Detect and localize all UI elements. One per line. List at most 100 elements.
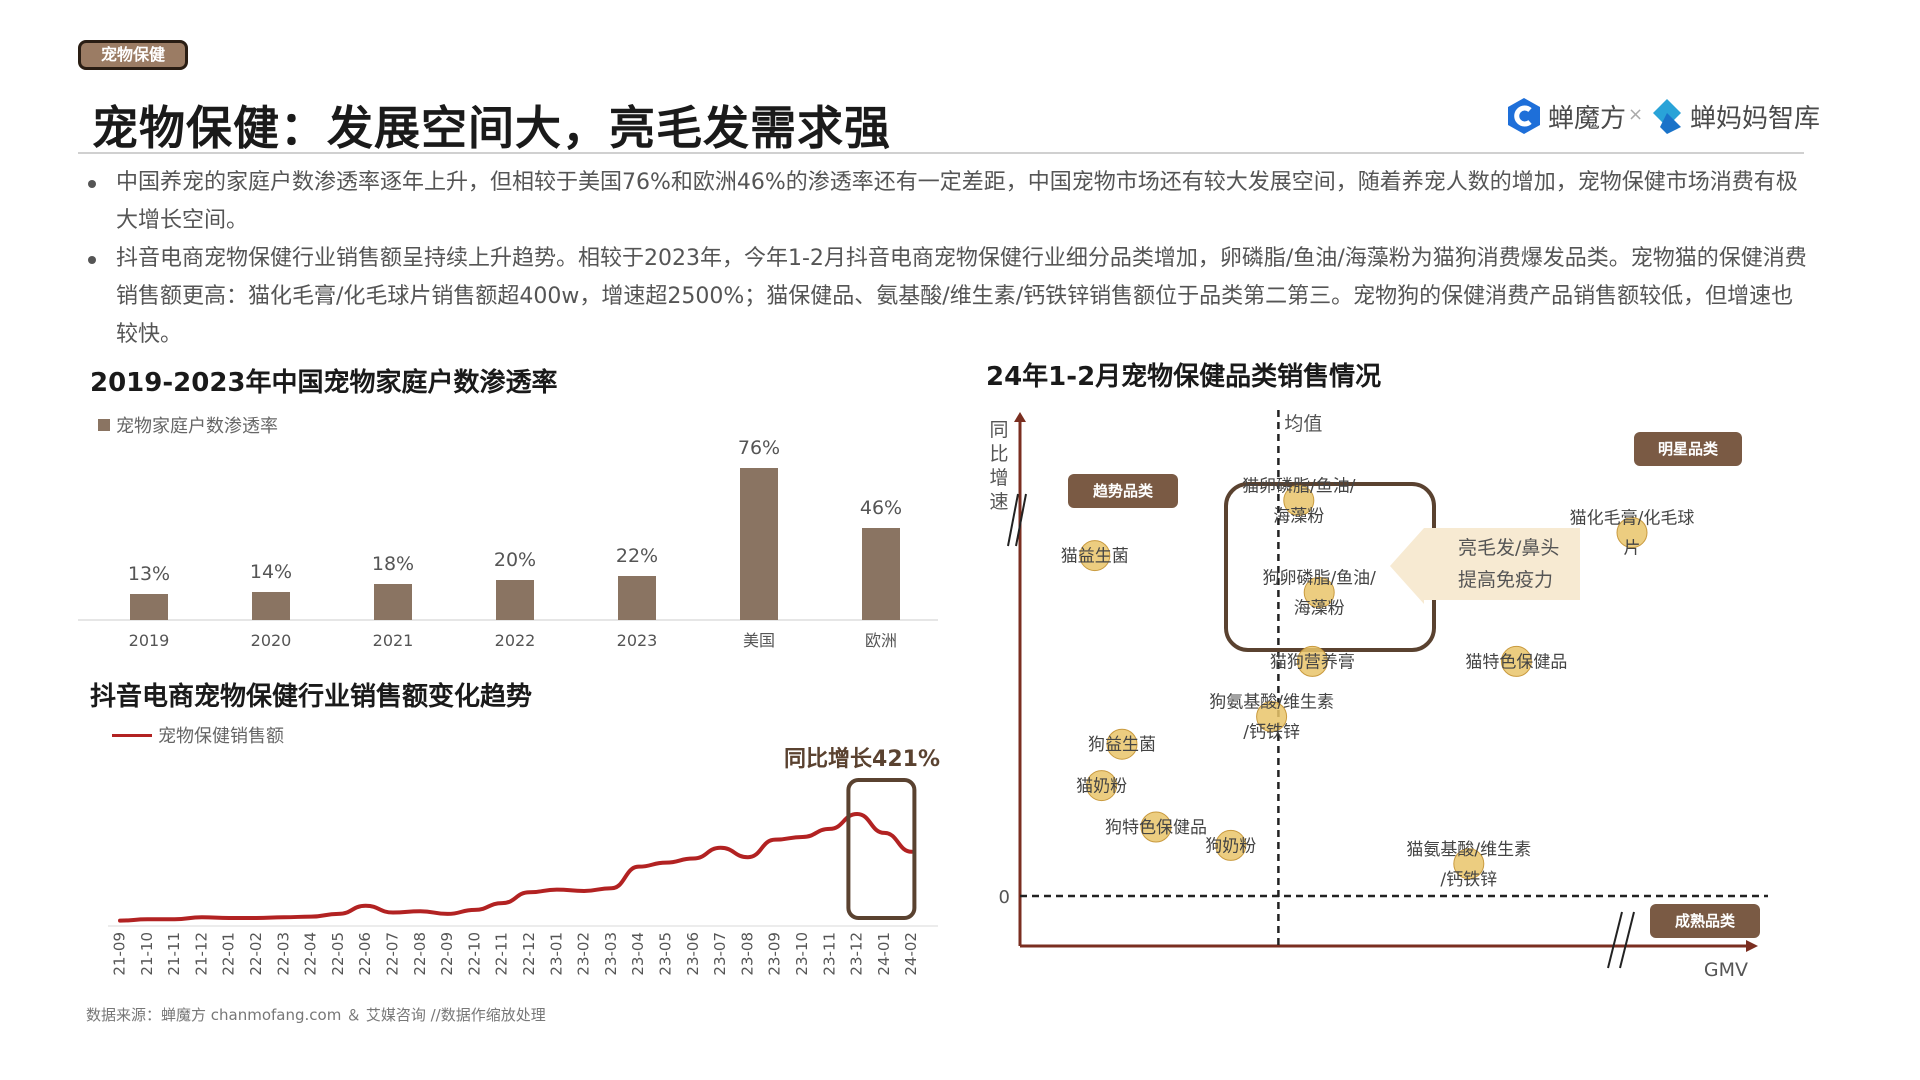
- bar-value-label: 14%: [250, 561, 292, 583]
- line-x-tick-label: 23-02: [575, 932, 593, 976]
- bubble: [1079, 540, 1111, 572]
- bubble-label: 狗卵磷脂/鱼油/: [1262, 568, 1376, 588]
- x-axis-label: GMV: [1704, 959, 1748, 981]
- line-x-tick-label: 23-12: [848, 932, 866, 976]
- bullet-item: 中国养宠的家庭户数渗透率逐年上升，但相较于美国76%和欧洲46%的渗透率还有一定…: [88, 164, 1808, 240]
- line-x-tick-label: 23-07: [711, 932, 729, 976]
- bubble: [1256, 701, 1288, 733]
- line-x-tick-label: 22-09: [438, 932, 456, 976]
- line-x-tick-label: 22-04: [302, 932, 320, 976]
- sales-line: [118, 811, 914, 923]
- line-x-tick-label: 22-10: [465, 932, 483, 976]
- scatter-chart: 均值0GMV猫卵磷脂/鱼油/海藻粉狗卵磷脂/鱼油/海藻粉猫化毛膏/化毛球片猫益生…: [999, 410, 1768, 981]
- line-x-tick-label: 22-08: [411, 932, 429, 976]
- bubble: [1616, 517, 1648, 549]
- bubble: [1106, 728, 1138, 760]
- line-x-tick-label: 22-07: [384, 932, 402, 976]
- line-chart-title: 抖音电商宠物保健行业销售额变化趋势: [90, 682, 533, 712]
- line-x-tick-label: 22-11: [493, 932, 511, 976]
- line-x-tick-label: 23-10: [793, 932, 811, 976]
- bar-chart: 13% 2019 14% 2020 18% 2021 20% 2022 22% 2023 76% 美国…: [78, 437, 938, 650]
- logo-separator: ×: [1628, 104, 1644, 125]
- line-x-tick-label: 22-03: [274, 932, 292, 976]
- bar: [252, 592, 290, 620]
- line-x-tick-label: 24-02: [902, 932, 920, 976]
- bar: [862, 528, 900, 620]
- bar-category-label: 2023: [617, 631, 658, 650]
- bubble: [1140, 811, 1172, 843]
- zero-label: 0: [999, 887, 1010, 908]
- line-legend-label: 宠物保健销售额: [158, 726, 284, 747]
- x-axis-arrow: [1746, 940, 1758, 952]
- quadrant-label-mature: 成熟品类: [1650, 904, 1760, 938]
- line-x-tick-label: 21-09: [111, 932, 129, 976]
- line-x-tick-label: 22-02: [247, 932, 265, 976]
- bubble: [1283, 484, 1315, 516]
- bubble-label: /钙铁锌: [1440, 870, 1497, 890]
- growth-annotation: 同比增长421%: [784, 746, 940, 772]
- line-x-tick-label: 22-12: [520, 932, 538, 976]
- callout-line: 提高免疫力: [1458, 569, 1554, 591]
- bar: [496, 580, 534, 620]
- bar-value-label: 18%: [372, 553, 414, 575]
- scatter-y-label: 同比增速: [989, 419, 1009, 513]
- bullet-item: 抖音电商宠物保健行业销售额呈持续上升趋势。相较于2023年，今年1-2月抖音电商…: [88, 240, 1808, 354]
- bar-value-label: 76%: [738, 437, 780, 459]
- bar-value-label: 22%: [616, 545, 658, 567]
- title-divider: [78, 152, 1804, 154]
- x-axis-break: [1607, 911, 1623, 969]
- chanmofang-text: 蝉魔方: [1548, 103, 1627, 134]
- line-legend: 宠物保健销售额: [112, 722, 284, 748]
- bubble-label: 狗氨基酸/维生素: [1209, 693, 1334, 713]
- line-x-tick-label: 21-11: [165, 932, 183, 976]
- callout-line: 亮毛发/鼻头: [1458, 537, 1560, 559]
- bubble-label: 海藻粉: [1294, 598, 1345, 618]
- bar-value-label: 20%: [494, 549, 536, 571]
- line-x-tick-label: 23-04: [629, 932, 647, 976]
- bar-chart-title: 2019-2023年中国宠物家庭户数渗透率: [90, 368, 558, 398]
- line-x-tick-label: 22-05: [329, 932, 347, 976]
- bubble-label: 猫狗营养膏: [1270, 651, 1355, 672]
- x-axis-break: [1619, 911, 1635, 969]
- line-x-tick-label: 23-11: [820, 932, 838, 976]
- bar: [740, 468, 778, 620]
- chanmama-icon: [1653, 99, 1681, 134]
- bubble: [1500, 645, 1532, 677]
- line-x-tick-label: 23-01: [547, 932, 565, 976]
- line-x-tick-label: 24-01: [875, 932, 893, 976]
- line-x-tick-label: 23-09: [766, 932, 784, 976]
- bubble: [1453, 848, 1485, 880]
- chanmama-logo: 蝉妈妈智库: [1650, 94, 1820, 138]
- line-chart: 21-09 21-10 21-11 21-12 22-01 22-02 22-03 22-04…: [108, 746, 940, 976]
- bubble-label: 猫氨基酸/维生素: [1406, 840, 1531, 860]
- bar-value-label: 13%: [128, 563, 170, 585]
- bar-category-label: 2019: [129, 631, 170, 650]
- highlight-box: [846, 778, 917, 920]
- callout-arrow: [1390, 528, 1424, 604]
- bar-category-label: 2020: [251, 631, 292, 650]
- y-axis-arrow: [1014, 412, 1026, 422]
- line-legend-swatch: [112, 733, 152, 737]
- bar-category-label: 2022: [495, 631, 536, 650]
- line-x-tick-label: 23-03: [602, 932, 620, 976]
- chanmama-text: 蝉妈妈智库: [1690, 103, 1821, 134]
- bar: [374, 584, 412, 620]
- bubble-label: 猫益生菌: [1061, 547, 1129, 567]
- bar-value-label: 46%: [860, 497, 902, 519]
- bubble: [1303, 576, 1335, 608]
- bar-legend-swatch: [98, 419, 110, 431]
- y-axis-break: [1015, 493, 1027, 547]
- quadrant-label-star: 明星品类: [1634, 432, 1742, 466]
- bar-category-label: 2021: [373, 631, 414, 650]
- bubble: [1296, 645, 1328, 677]
- bar-category-label: 欧洲: [865, 631, 897, 650]
- bubble-label: 猫特色保健品: [1465, 652, 1567, 672]
- line-x-tick-label: 21-10: [138, 932, 156, 976]
- chanmofang-icon: [1508, 98, 1540, 134]
- bar-legend-label: 宠物家庭户数渗透率: [116, 416, 278, 437]
- bubble-label: 猫化毛膏/化毛球: [1570, 508, 1695, 529]
- bar-legend: 宠物家庭户数渗透率: [98, 412, 278, 438]
- bar: [618, 576, 656, 620]
- mean-label: 均值: [1284, 413, 1322, 435]
- bar-category-label: 美国: [743, 631, 775, 650]
